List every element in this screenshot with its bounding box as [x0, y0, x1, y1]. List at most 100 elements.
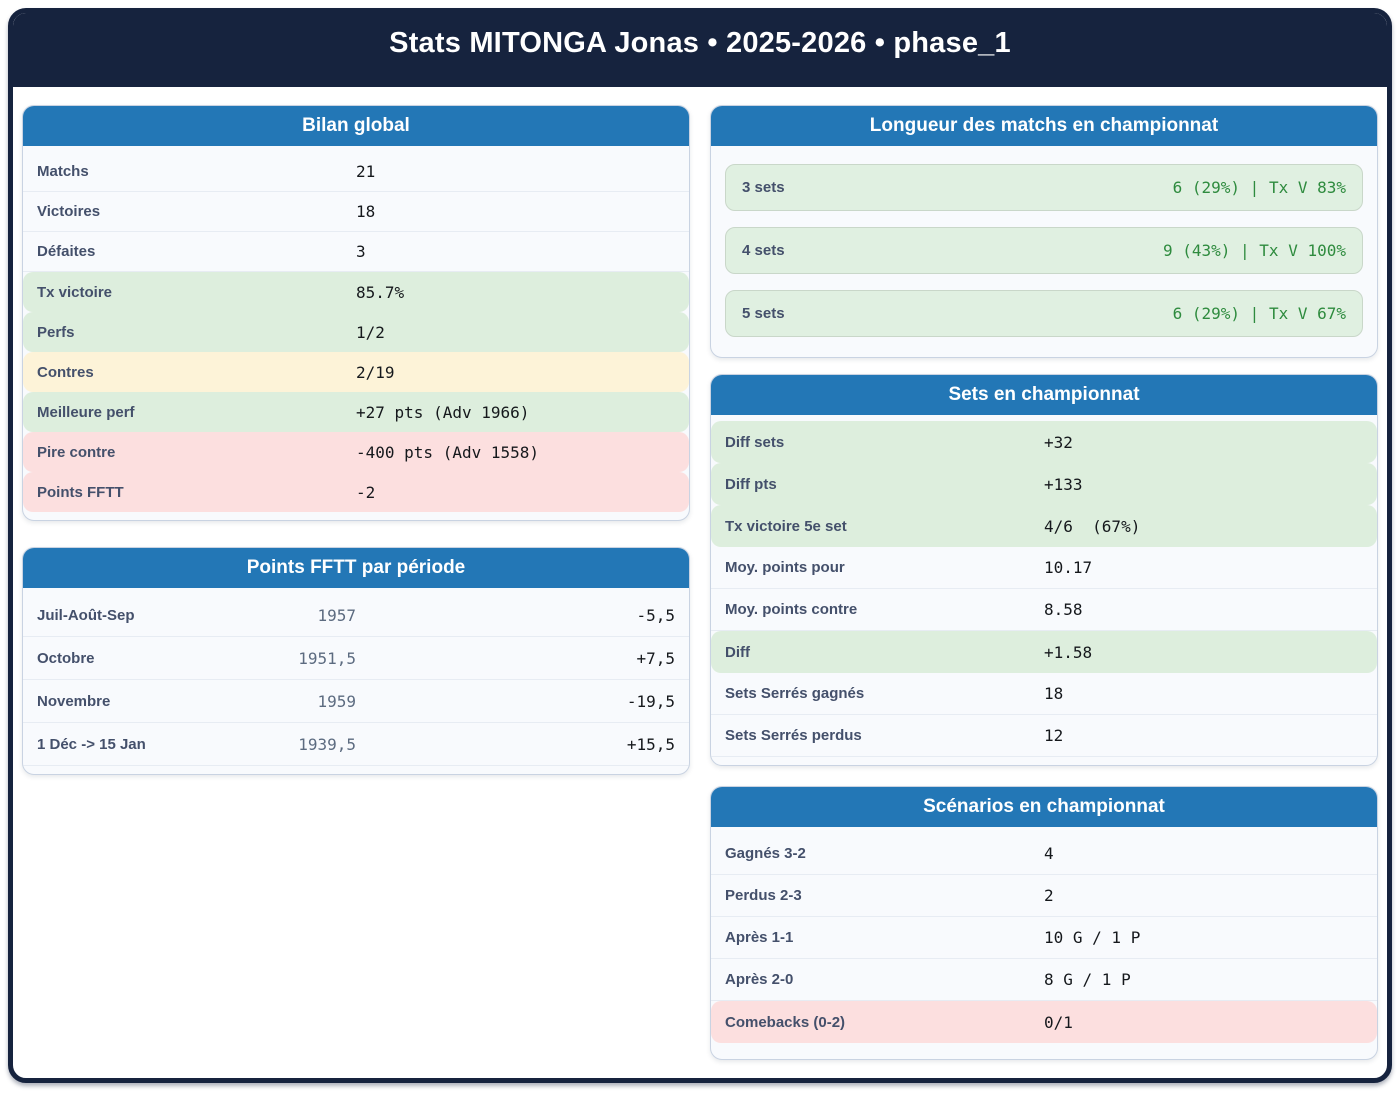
row-value: -19,5 — [626, 691, 675, 711]
stat-row: Sets Serrés gagnés 18 — [711, 673, 1377, 715]
row-value: 8.58 — [1044, 600, 1083, 619]
row-value: 85.7% — [356, 282, 405, 302]
card-title-points-fftt-periode: Points FFTT par période — [23, 548, 689, 588]
stat-row: Tx victoire 5e set 4/6 (67%) — [711, 505, 1377, 547]
period-row: Octobre 1951,5 +7,5 — [23, 637, 689, 680]
row-value: 21 — [356, 162, 376, 181]
row-label: Juil-Août-Sep — [37, 606, 135, 624]
row-points: 1959 — [317, 691, 356, 711]
stat-row: Pire contre -400 pts (Adv 1558) — [23, 432, 689, 472]
row-label: Matchs — [37, 163, 89, 180]
match-length-row: 3 sets 6 (29%) | Tx V 83% — [725, 164, 1363, 211]
card-points-fftt-periode: Points FFTT par période Juil-Août-Sep 195… — [22, 547, 690, 775]
row-value: +15,5 — [626, 734, 675, 754]
stat-row: Après 1-1 10 G / 1 P — [711, 917, 1377, 959]
period-row: Novembre 1959 -19,5 — [23, 680, 689, 723]
stat-row: Diff sets +32 — [711, 421, 1377, 463]
row-value: 10 G / 1 P — [1044, 928, 1141, 947]
period-row: 1 Déc -> 15 Jan 1939,5 +15,5 — [23, 723, 689, 766]
row-label: Tx victoire 5e set — [725, 517, 847, 535]
row-label: 4 sets — [742, 242, 785, 259]
row-value: 10.17 — [1044, 558, 1093, 577]
row-value: 6 (29%) | Tx V 67% — [1172, 304, 1346, 323]
longueur-matchs-rows: 3 sets 6 (29%) | Tx V 83% 4 sets 9 (43%) | … — [711, 146, 1377, 357]
row-value: 4 — [1044, 844, 1054, 863]
stat-row: Tx victoire 85.7% — [23, 272, 689, 312]
card-bilan-global: Bilan global Matchs 21 Victoires 18 Défaites… — [22, 105, 690, 521]
row-value: 12 — [1044, 726, 1064, 745]
stat-row: Moy. points contre 8.58 — [711, 589, 1377, 631]
stat-row: Perfs 1/2 — [23, 312, 689, 352]
stat-row: Sets Serrés perdus 12 — [711, 715, 1377, 757]
row-value: 8 G / 1 P — [1044, 970, 1131, 989]
stat-row: Comebacks (0-2) 0/1 — [711, 1001, 1377, 1043]
sets-championnat-rows: Diff sets +32 Diff pts +133 Tx victoire 5e s… — [711, 415, 1377, 765]
card-title-bilan-global: Bilan global — [23, 106, 689, 146]
match-length-row: 5 sets 6 (29%) | Tx V 67% — [725, 290, 1363, 337]
stat-row: Perdus 2-3 2 — [711, 875, 1377, 917]
right-column: Longueur des matchs en championnat 3 set… — [710, 105, 1378, 1060]
stat-row: Victoires 18 — [23, 192, 689, 232]
row-label: Défaites — [37, 243, 96, 260]
card-longueur-matchs: Longueur des matchs en championnat 3 set… — [710, 105, 1378, 358]
row-value: +7,5 — [636, 648, 675, 668]
row-label: Victoires — [37, 203, 101, 220]
row-value: 2 — [1044, 886, 1054, 905]
stat-row: Matchs 21 — [23, 152, 689, 192]
row-label: Octobre — [37, 649, 95, 667]
row-label: Sets Serrés perdus — [725, 727, 862, 744]
row-value: 18 — [1044, 684, 1064, 703]
card-title-longueur-matchs: Longueur des matchs en championnat — [711, 106, 1377, 146]
card-title-sets-championnat: Sets en championnat — [711, 375, 1377, 415]
points-fftt-periode-rows: Juil-Août-Sep 1957 -5,5 Octobre 1951,5 +7,5 No… — [23, 588, 689, 774]
stat-row: Diff +1.58 — [711, 631, 1377, 673]
stat-row: Moy. points pour 10.17 — [711, 547, 1377, 589]
row-value: +1.58 — [1044, 642, 1093, 662]
row-value: +27 pts (Adv 1966) — [356, 402, 530, 422]
row-label: Diff pts — [725, 475, 777, 493]
row-label: Diff sets — [725, 433, 785, 451]
row-value: -5,5 — [636, 605, 675, 625]
row-label: Sets Serrés gagnés — [725, 685, 865, 702]
stat-row: Défaites 3 — [23, 232, 689, 272]
row-label: Meilleure perf — [37, 403, 135, 421]
row-label: Perdus 2-3 — [725, 887, 802, 904]
row-value: 6 (29%) | Tx V 83% — [1172, 178, 1346, 197]
row-value: 4/6 (67%) — [1044, 516, 1141, 536]
row-value: 2/19 — [356, 362, 395, 382]
row-label: 5 sets — [742, 305, 785, 322]
row-label: Moy. points pour — [725, 559, 845, 576]
page-header: Stats MITONGA Jonas • 2025-2026 • phase_… — [13, 13, 1387, 87]
card-title-scenarios-championnat: Scénarios en championnat — [711, 787, 1377, 827]
row-label: Contres — [37, 363, 94, 381]
row-label: Moy. points contre — [725, 601, 858, 618]
row-label: Comebacks (0-2) — [725, 1013, 846, 1031]
row-label: Perfs — [37, 323, 75, 341]
row-value: -2 — [356, 482, 376, 502]
content-area: Bilan global Matchs 21 Victoires 18 Défaites… — [13, 87, 1387, 1074]
row-points: 1951,5 — [298, 648, 356, 668]
stat-row: Points FFTT -2 — [23, 472, 689, 512]
stat-row: Contres 2/19 — [23, 352, 689, 392]
stat-row: Après 2-0 8 G / 1 P — [711, 959, 1377, 1001]
row-label: 3 sets — [742, 179, 785, 196]
stat-row: Gagnés 3-2 4 — [711, 833, 1377, 875]
row-label: Diff — [725, 643, 750, 661]
card-sets-championnat: Sets en championnat Diff sets +32 Diff pts… — [710, 374, 1378, 766]
row-points: 1939,5 — [298, 734, 356, 754]
row-value: 0/1 — [1044, 1012, 1073, 1032]
period-row: Juil-Août-Sep 1957 -5,5 — [23, 594, 689, 637]
row-value: -400 pts (Adv 1558) — [356, 442, 540, 462]
row-value: 9 (43%) | Tx V 100% — [1162, 241, 1346, 260]
row-label: Points FFTT — [37, 483, 124, 501]
row-label: Tx victoire — [37, 283, 113, 301]
stat-row: Meilleure perf +27 pts (Adv 1966) — [23, 392, 689, 432]
match-length-row: 4 sets 9 (43%) | Tx V 100% — [725, 227, 1363, 274]
row-points: 1957 — [317, 605, 356, 625]
row-value: +32 — [1044, 432, 1073, 452]
row-label: Pire contre — [37, 443, 116, 461]
left-column: Bilan global Matchs 21 Victoires 18 Défaites… — [22, 105, 690, 1060]
row-label: 1 Déc -> 15 Jan — [37, 735, 146, 753]
stat-row: Diff pts +133 — [711, 463, 1377, 505]
page-frame: Stats MITONGA Jonas • 2025-2026 • phase_… — [8, 8, 1392, 1083]
